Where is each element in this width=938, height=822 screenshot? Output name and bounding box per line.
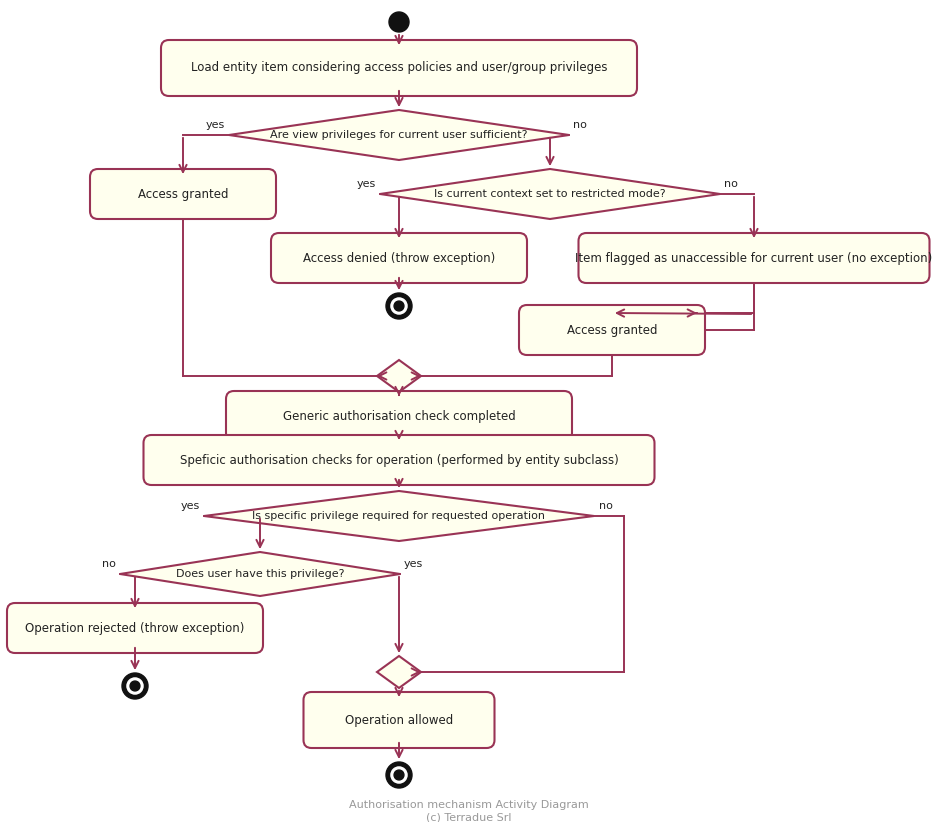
Text: Generic authorisation check completed: Generic authorisation check completed — [282, 409, 515, 423]
Text: Load entity item considering access policies and user/group privileges: Load entity item considering access poli… — [190, 62, 607, 75]
FancyBboxPatch shape — [579, 233, 930, 283]
Polygon shape — [204, 491, 594, 541]
FancyBboxPatch shape — [304, 692, 494, 748]
Text: yes: yes — [404, 559, 423, 569]
Circle shape — [386, 293, 412, 319]
Circle shape — [130, 681, 140, 691]
Circle shape — [127, 678, 144, 694]
Text: Is specific privilege required for requested operation: Is specific privilege required for reque… — [252, 511, 546, 521]
Polygon shape — [120, 552, 400, 596]
Text: Is current context set to restricted mode?: Is current context set to restricted mod… — [434, 189, 666, 199]
Polygon shape — [229, 110, 569, 160]
Polygon shape — [377, 656, 421, 688]
Circle shape — [394, 301, 404, 311]
Text: Item flagged as unaccessible for current user (no exception): Item flagged as unaccessible for current… — [575, 252, 932, 265]
Circle shape — [394, 770, 404, 780]
Text: yes: yes — [205, 120, 225, 130]
Text: Are view privileges for current user sufficient?: Are view privileges for current user suf… — [270, 130, 528, 140]
FancyBboxPatch shape — [226, 391, 572, 441]
Polygon shape — [377, 360, 421, 392]
Text: Access denied (throw exception): Access denied (throw exception) — [303, 252, 495, 265]
Text: Operation allowed: Operation allowed — [345, 713, 453, 727]
Text: Access granted: Access granted — [567, 324, 658, 336]
FancyBboxPatch shape — [519, 305, 705, 355]
Text: Operation rejected (throw exception): Operation rejected (throw exception) — [25, 621, 245, 635]
FancyBboxPatch shape — [271, 233, 527, 283]
Text: Authorisation mechanism Activity Diagram: Authorisation mechanism Activity Diagram — [349, 800, 589, 810]
Circle shape — [122, 673, 148, 699]
Text: no: no — [599, 501, 613, 511]
Circle shape — [391, 298, 407, 314]
Text: no: no — [102, 559, 116, 569]
FancyBboxPatch shape — [7, 603, 263, 653]
FancyBboxPatch shape — [90, 169, 276, 219]
Polygon shape — [380, 169, 720, 219]
Text: yes: yes — [181, 501, 200, 511]
Text: yes: yes — [356, 179, 376, 189]
Circle shape — [386, 762, 412, 788]
Circle shape — [391, 767, 407, 783]
Text: Does user have this privilege?: Does user have this privilege? — [175, 569, 344, 579]
FancyBboxPatch shape — [144, 435, 655, 485]
Text: no: no — [573, 120, 587, 130]
Text: (c) Terradue Srl: (c) Terradue Srl — [426, 812, 512, 822]
Text: Access granted: Access granted — [138, 187, 228, 201]
Circle shape — [389, 12, 409, 32]
Text: no: no — [724, 179, 738, 189]
Text: Speficic authorisation checks for operation (performed by entity subclass): Speficic authorisation checks for operat… — [179, 454, 618, 467]
FancyBboxPatch shape — [161, 40, 637, 96]
